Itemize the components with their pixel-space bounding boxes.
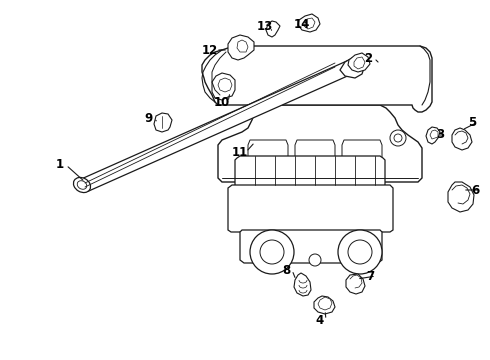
Text: 7: 7 bbox=[366, 270, 374, 283]
Polygon shape bbox=[82, 59, 358, 192]
Circle shape bbox=[348, 240, 372, 264]
Text: 11: 11 bbox=[232, 145, 248, 158]
Polygon shape bbox=[240, 230, 382, 263]
Polygon shape bbox=[235, 156, 385, 187]
Polygon shape bbox=[228, 185, 393, 232]
Polygon shape bbox=[212, 73, 235, 100]
Polygon shape bbox=[348, 53, 370, 72]
Polygon shape bbox=[318, 297, 332, 310]
Polygon shape bbox=[426, 127, 440, 144]
Polygon shape bbox=[346, 274, 365, 294]
Polygon shape bbox=[202, 46, 432, 112]
Text: 2: 2 bbox=[364, 51, 372, 64]
Polygon shape bbox=[314, 296, 335, 314]
Polygon shape bbox=[298, 14, 320, 32]
Polygon shape bbox=[304, 18, 315, 29]
Circle shape bbox=[390, 130, 406, 146]
Polygon shape bbox=[237, 40, 248, 52]
Ellipse shape bbox=[77, 181, 87, 189]
Polygon shape bbox=[340, 58, 365, 78]
Polygon shape bbox=[218, 105, 422, 182]
Text: 4: 4 bbox=[316, 314, 324, 327]
Circle shape bbox=[338, 230, 382, 274]
Ellipse shape bbox=[74, 177, 91, 193]
Text: 10: 10 bbox=[214, 95, 230, 108]
Text: 8: 8 bbox=[282, 264, 290, 276]
Polygon shape bbox=[452, 128, 472, 150]
Text: 1: 1 bbox=[56, 158, 64, 171]
Text: 3: 3 bbox=[436, 129, 444, 141]
Text: 9: 9 bbox=[144, 112, 152, 125]
Polygon shape bbox=[354, 57, 365, 69]
Circle shape bbox=[394, 134, 402, 142]
Polygon shape bbox=[218, 78, 232, 92]
Polygon shape bbox=[448, 182, 474, 212]
Polygon shape bbox=[154, 113, 172, 132]
Polygon shape bbox=[228, 35, 254, 60]
Polygon shape bbox=[266, 21, 280, 37]
Circle shape bbox=[309, 254, 321, 266]
Polygon shape bbox=[342, 140, 382, 172]
Polygon shape bbox=[313, 178, 317, 182]
Circle shape bbox=[313, 177, 318, 183]
Text: 14: 14 bbox=[294, 18, 310, 31]
Polygon shape bbox=[430, 130, 438, 139]
Text: 5: 5 bbox=[468, 116, 476, 129]
Polygon shape bbox=[248, 140, 288, 172]
Polygon shape bbox=[295, 140, 335, 172]
Text: 13: 13 bbox=[257, 21, 273, 33]
Text: 12: 12 bbox=[202, 44, 218, 57]
Text: 6: 6 bbox=[471, 184, 479, 197]
Circle shape bbox=[260, 240, 284, 264]
Circle shape bbox=[250, 230, 294, 274]
Polygon shape bbox=[294, 273, 311, 296]
